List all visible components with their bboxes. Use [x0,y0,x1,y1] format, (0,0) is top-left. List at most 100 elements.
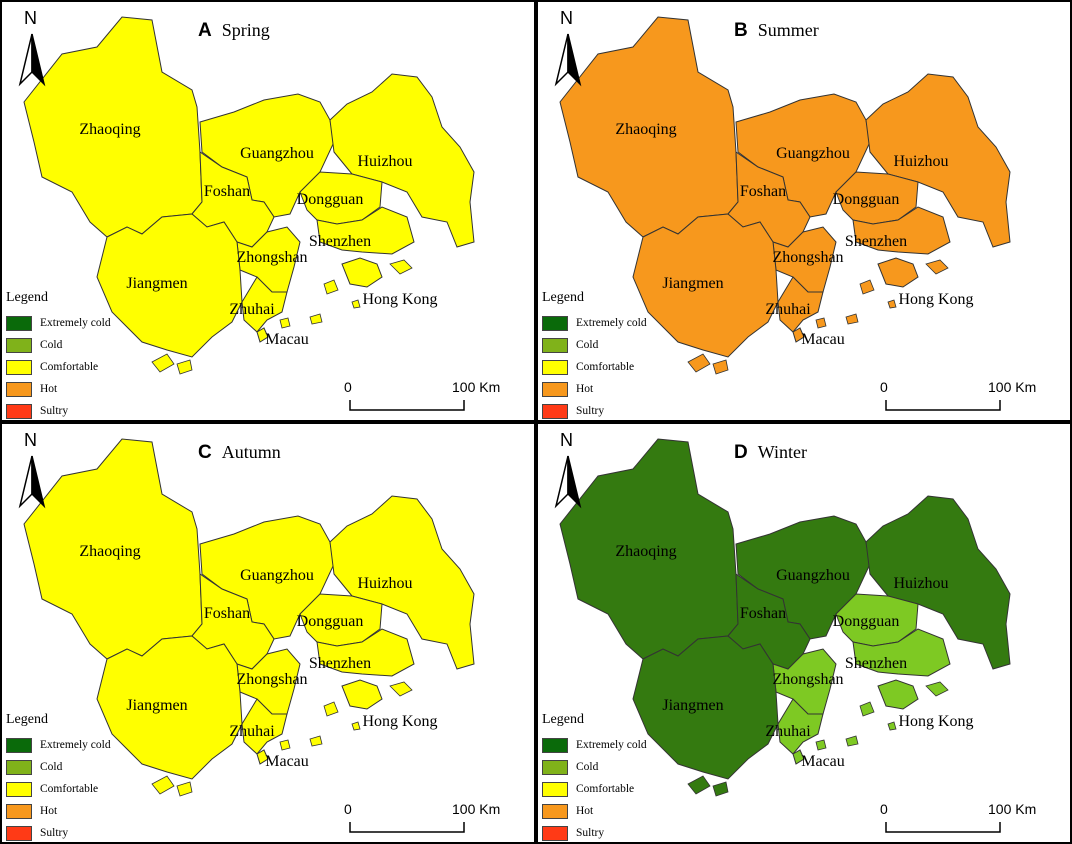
city-label-shenzhen: Shenzhen [844,655,908,672]
region-hong-kong [877,257,919,288]
island-zhuhai [351,299,361,309]
region-jiangmen [96,213,243,358]
legend-swatch [6,737,32,753]
map-panel-spring: N A Spring Zhaoqing Guangzhou Huizhou Foshan Do… [0,0,536,422]
map-svg [18,16,475,411]
region-zhongshan [772,648,837,715]
legend-item-sultry: Sultry [6,400,146,420]
legend-item-extremely-cold: Extremely cold [6,734,146,756]
city-label-zhaoqing: Zhaoqing [615,543,677,560]
legend-title: Legend [6,712,48,727]
city-label-zhuhai: Zhuhai [765,723,811,740]
legend-label: Cold [576,761,599,773]
island-hong-kong [925,259,949,275]
legend-swatch [542,359,568,375]
island-jiangmen [176,359,193,375]
legend-label: Hot [576,383,594,395]
legend-item-hot: Hot [542,378,682,400]
legend-label: Comfortable [40,361,99,373]
city-label-macau: Macau [265,753,309,770]
legend-item-extremely-cold: Extremely cold [6,312,146,334]
map-svg [554,16,1011,411]
city-label-zhaoqing: Zhaoqing [615,121,677,138]
island-hong-kong [389,259,413,275]
panel-season: Spring [221,20,270,40]
island-zhuhai [815,739,827,751]
region-zhongshan [236,226,301,293]
city-label-hong-kong: Hong Kong [362,713,438,730]
legend-label: Cold [40,761,63,773]
legend-swatch [6,781,32,797]
legend-label: Comfortable [40,783,99,795]
legend-item-comfortable: Comfortable [542,356,682,378]
panel-title: B Summer [734,20,819,42]
island-hong-kong [925,681,949,697]
city-label-guangzhou: Guangzhou [776,145,850,162]
map-svg [18,438,475,833]
legend-swatch [6,803,32,819]
legend-label: Extremely cold [576,317,647,329]
city-label-dongguan: Dongguan [296,191,364,208]
city-label-hong-kong: Hong Kong [898,291,974,308]
region-macau [256,749,269,765]
legend-item-hot: Hot [6,800,146,822]
scale-end-label: 100 Km [452,379,501,395]
city-label-zhuhai: Zhuhai [229,301,275,318]
legend-swatch [542,337,568,353]
region-jiangmen [632,635,779,780]
legend-item-comfortable: Comfortable [6,356,146,378]
legend-item-comfortable: Comfortable [542,778,682,800]
legend-swatch [542,803,568,819]
legend-label: Hot [40,383,58,395]
north-label: N [24,8,37,28]
legend-item-hot: Hot [6,378,146,400]
panel-letter: D [734,442,748,463]
region-zhongshan [236,648,301,715]
scale-bar [349,400,465,411]
region-dongguan [835,593,919,647]
city-label-zhongshan: Zhongshan [772,249,844,266]
city-label-guangzhou: Guangzhou [776,567,850,584]
legend: Legend Extremely cold Cold Comfortable Hot Su… [6,712,146,842]
legend-swatch [6,403,32,419]
legend-label: Hot [40,805,58,817]
north-arrow-icon [18,455,46,509]
legend-swatch [542,315,568,331]
island-zhuhai [279,317,291,329]
city-label-huizhou: Huizhou [357,153,413,170]
scale-end-label: 100 Km [988,801,1037,817]
panel-season: Summer [757,20,819,40]
legend-title: Legend [542,712,584,727]
region-hong-kong [341,257,383,288]
city-label-dongguan: Dongguan [832,613,900,630]
legend-swatch [542,403,568,419]
legend-label: Sultry [576,405,605,417]
panel-letter: C [198,442,212,463]
legend-swatch [6,337,32,353]
legend: Legend Extremely cold Cold Comfortable Hot Su… [542,290,682,420]
city-label-guangzhou: Guangzhou [240,567,314,584]
legend-item-cold: Cold [6,334,146,356]
city-label-huizhou: Huizhou [357,575,413,592]
legend-swatch [542,759,568,775]
island-zhuhai [887,299,897,309]
north-arrow-icon [554,33,582,87]
region-dongguan [299,171,383,225]
city-label-hong-kong: Hong Kong [362,291,438,308]
legend-label: Sultry [40,405,69,417]
map-panel-autumn: N C Autumn Zhaoqing Guangzhou Huizhou Foshan Do… [0,422,536,844]
region-hong-kong [341,679,383,710]
legend-item-comfortable: Comfortable [6,778,146,800]
region-shenzhen [852,206,951,255]
city-label-guangzhou: Guangzhou [240,145,314,162]
region-zhuhai [777,698,824,755]
legend: Legend Extremely cold Cold Comfortable Hot Su… [6,290,146,420]
legend-label: Cold [576,339,599,351]
scale-start-label: 0 [880,379,888,395]
island-jiangmen [151,353,175,373]
city-label-hong-kong: Hong Kong [898,713,974,730]
city-label-macau: Macau [265,331,309,348]
north-arrow-icon [554,455,582,509]
city-label-macau: Macau [801,753,845,770]
island-zhuhai [845,313,859,325]
